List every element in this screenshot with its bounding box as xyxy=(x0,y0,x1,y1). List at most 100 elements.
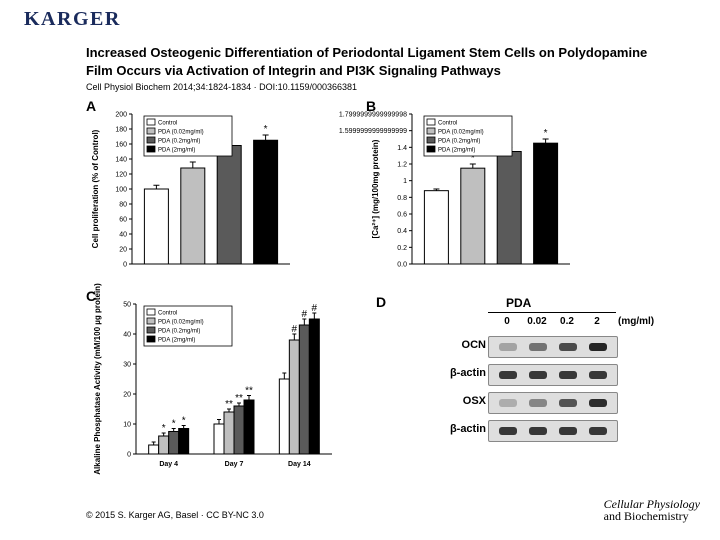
svg-text:*: * xyxy=(264,124,268,135)
svg-text:*: * xyxy=(544,128,548,139)
svg-text:**: ** xyxy=(245,386,253,397)
svg-text:200: 200 xyxy=(115,112,127,119)
blot-band xyxy=(499,427,517,435)
svg-text:**: ** xyxy=(235,393,243,404)
svg-text:120: 120 xyxy=(115,172,127,179)
svg-text:180: 180 xyxy=(115,127,127,134)
blot-band xyxy=(529,371,547,379)
lane-label: 2 xyxy=(584,316,610,327)
panel-d: D PDA00.020.22(mg/ml)OCNβ-actinOSXβ-acti… xyxy=(376,296,636,466)
svg-text:20: 20 xyxy=(119,247,127,254)
svg-text:80: 80 xyxy=(119,202,127,209)
blot-band xyxy=(559,343,577,351)
svg-text:10: 10 xyxy=(123,422,131,429)
svg-text:PDA (0.2mg/ml): PDA (0.2mg/ml) xyxy=(158,329,200,335)
blot-row-label: OCN xyxy=(462,339,486,351)
blot-band xyxy=(589,343,607,351)
svg-text:160: 160 xyxy=(115,142,127,149)
svg-text:#: # xyxy=(312,303,318,314)
panel-a-chart: 0 20 40 60 80 100 120 140 160 180 200 Cell prolifer… xyxy=(86,100,326,280)
svg-text:#: # xyxy=(302,309,308,320)
blot-band xyxy=(589,427,607,435)
svg-text:1.4: 1.4 xyxy=(397,145,407,152)
panel-a: A 0 20 40 60 80 100 120 140 160 180 200 Cell prolif… xyxy=(86,100,326,280)
panel-c: C 01020304050Alkaline Phosphatase Activi… xyxy=(86,290,346,470)
svg-text:50: 50 xyxy=(123,302,131,309)
svg-text:Day 7: Day 7 xyxy=(225,461,244,468)
svg-text:Day 14: Day 14 xyxy=(288,461,311,468)
article-citation: Cell Physiol Biochem 2014;34:1824-1834 ·… xyxy=(86,82,676,92)
journal-logo-line2: and Biochemistry xyxy=(604,510,700,522)
svg-text:Day 4: Day 4 xyxy=(159,461,178,468)
svg-text:Control: Control xyxy=(438,121,457,127)
publisher-logo: KARGER xyxy=(24,8,121,31)
svg-text:*: * xyxy=(172,419,176,430)
blot-band xyxy=(559,371,577,379)
journal-logo: Cellular Physiology and Biochemistry xyxy=(604,498,700,522)
svg-text:1.5999999999999999: 1.5999999999999999 xyxy=(339,128,407,135)
svg-text:PDA (0.2mg/ml): PDA (0.2mg/ml) xyxy=(158,139,200,145)
blot-strip xyxy=(488,392,618,414)
svg-text:PDA (0.02mg/ml): PDA (0.02mg/ml) xyxy=(158,320,204,326)
blot-row-label: OSX xyxy=(463,395,486,407)
panel-d-label: D xyxy=(376,294,386,310)
blot-heading: PDA xyxy=(506,296,531,310)
blot-strip xyxy=(488,420,618,442)
svg-text:PDA (2mg/ml): PDA (2mg/ml) xyxy=(438,148,475,154)
blot-unit: (mg/ml) xyxy=(618,316,654,327)
svg-text:Alkaline Phosphatase Activity: Alkaline Phosphatase Activity (mM/100 µg… xyxy=(93,283,102,475)
svg-text:0: 0 xyxy=(123,262,127,269)
blot-band xyxy=(559,427,577,435)
svg-text:Cell proliferation (% of Contr: Cell proliferation (% of Control) xyxy=(91,129,100,248)
svg-text:*: * xyxy=(162,423,166,434)
svg-text:PDA (0.02mg/ml): PDA (0.02mg/ml) xyxy=(438,130,484,136)
svg-text:PDA (2mg/ml): PDA (2mg/ml) xyxy=(158,148,195,154)
blot-band xyxy=(589,371,607,379)
svg-text:20: 20 xyxy=(123,392,131,399)
svg-text:0.4: 0.4 xyxy=(397,228,407,235)
copyright-footer: © 2015 S. Karger AG, Basel · CC BY-NC 3.… xyxy=(86,510,264,520)
svg-text:*: * xyxy=(182,416,186,427)
svg-text:100: 100 xyxy=(115,187,127,194)
lane-label: 0.02 xyxy=(524,316,550,327)
article-title: Increased Osteogenic Differentiation of … xyxy=(86,44,676,79)
panel-b-label: B xyxy=(366,98,376,114)
blot-header-rule xyxy=(488,312,616,313)
panel-b-chart: 0.00.20.40.60.811.21.41.5999999999999999… xyxy=(366,100,606,280)
svg-text:1.2: 1.2 xyxy=(397,162,407,169)
panel-c-label: C xyxy=(86,288,96,304)
svg-text:Control: Control xyxy=(158,311,177,317)
svg-text:[Ca²⁺] (mg/100mg protein): [Ca²⁺] (mg/100mg protein) xyxy=(371,139,380,238)
blot-band xyxy=(529,427,547,435)
lane-label: 0 xyxy=(494,316,520,327)
blot-strip xyxy=(488,364,618,386)
svg-text:Control: Control xyxy=(158,121,177,127)
blot-band xyxy=(589,399,607,407)
blot-band xyxy=(559,399,577,407)
svg-text:0.8: 0.8 xyxy=(397,195,407,202)
svg-text:30: 30 xyxy=(123,362,131,369)
svg-text:40: 40 xyxy=(119,232,127,239)
svg-text:#: # xyxy=(292,324,298,335)
lane-label: 0.2 xyxy=(554,316,580,327)
figure-area: A 020406080100120140160180200Cell prolif… xyxy=(86,100,646,470)
svg-text:0.6: 0.6 xyxy=(397,212,407,219)
svg-text:0: 0 xyxy=(127,452,131,459)
svg-text:1: 1 xyxy=(403,178,407,185)
svg-text:**: ** xyxy=(225,399,233,410)
title-block: Increased Osteogenic Differentiation of … xyxy=(86,44,676,92)
svg-text:60: 60 xyxy=(119,217,127,224)
panel-a-label: A xyxy=(86,98,96,114)
panel-c-chart: 01020304050Alkaline Phosphatase Activity… xyxy=(86,290,346,470)
blot-row-label: β-actin xyxy=(450,367,486,379)
svg-text:140: 140 xyxy=(115,157,127,164)
blot-band xyxy=(529,399,547,407)
svg-text:0.2: 0.2 xyxy=(397,245,407,252)
blot-band xyxy=(499,343,517,351)
panel-b: B 0.00.20.40.60.811.21.41.59999999999999… xyxy=(366,100,606,280)
svg-text:PDA (0.2mg/ml): PDA (0.2mg/ml) xyxy=(438,139,480,145)
blot-band xyxy=(499,371,517,379)
blot-band xyxy=(529,343,547,351)
blot-strip xyxy=(488,336,618,358)
svg-text:0.0: 0.0 xyxy=(397,262,407,269)
